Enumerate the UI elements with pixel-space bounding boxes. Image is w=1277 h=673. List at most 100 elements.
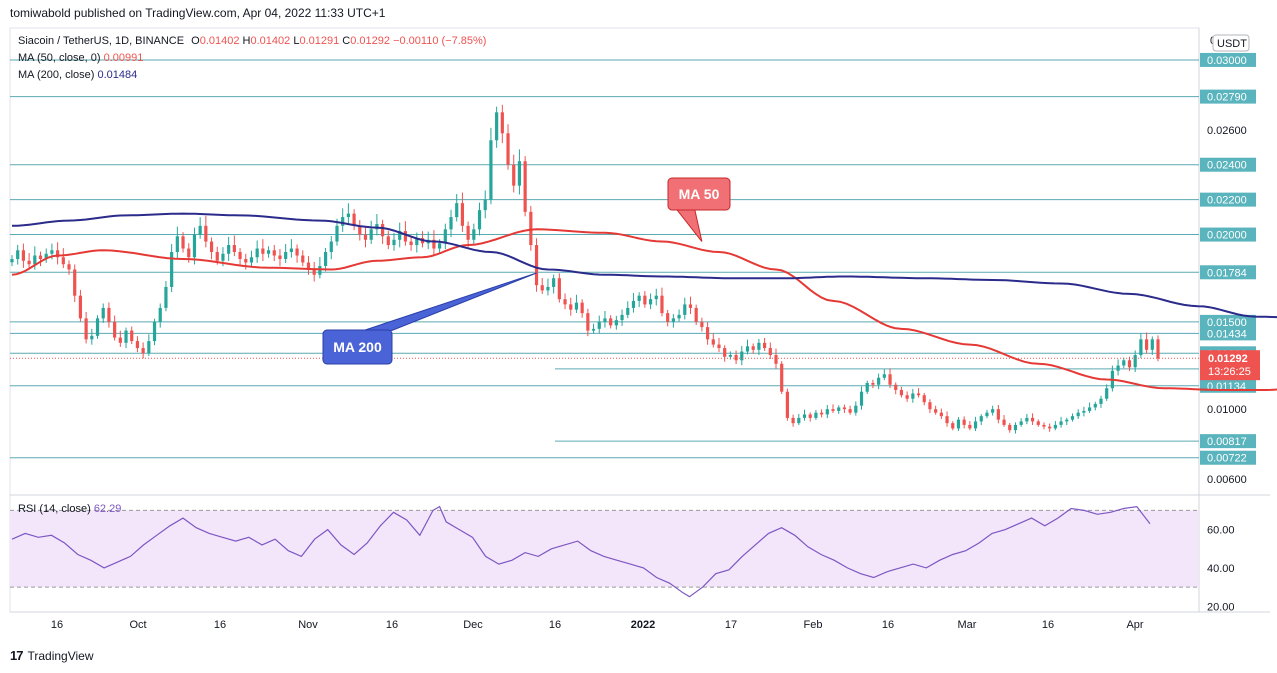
price-tick-label: 0.01784 bbox=[1207, 267, 1247, 279]
time-tick-label: Apr bbox=[1126, 619, 1143, 631]
candle-body bbox=[620, 314, 624, 321]
candle-body bbox=[705, 327, 710, 340]
candle-body bbox=[825, 409, 829, 415]
candle-body bbox=[968, 424, 972, 429]
candle-body bbox=[637, 295, 641, 301]
candle-body bbox=[534, 245, 539, 286]
candle-body bbox=[882, 374, 886, 378]
price-tag-bg bbox=[1200, 227, 1256, 242]
candle-body bbox=[546, 286, 550, 291]
candle-body bbox=[50, 250, 54, 254]
candle-body bbox=[951, 423, 955, 429]
candle-body bbox=[802, 414, 807, 418]
candle-body bbox=[113, 321, 117, 338]
candle-body bbox=[1042, 424, 1046, 427]
footer-brand[interactable]: 17 TradingView bbox=[10, 648, 94, 663]
candle-body bbox=[44, 253, 48, 260]
candle-body bbox=[164, 286, 168, 308]
candle-body bbox=[403, 231, 408, 242]
candle-body bbox=[814, 412, 818, 418]
ma50-line bbox=[11, 228, 1277, 391]
candle-body bbox=[888, 374, 892, 385]
change-value: −0.00110 (−7.85%) bbox=[393, 35, 487, 47]
candle-body bbox=[934, 409, 938, 413]
rsi-legend-label: RSI (14, close) bbox=[18, 503, 91, 515]
price-tag-bg bbox=[1200, 326, 1256, 341]
current-price-tag-bg bbox=[1200, 350, 1260, 381]
candle-body bbox=[854, 405, 858, 413]
candle-body bbox=[335, 225, 339, 242]
candle-body bbox=[700, 321, 704, 328]
candle-body bbox=[911, 393, 915, 399]
candle-body bbox=[517, 161, 522, 186]
candle-body bbox=[842, 407, 847, 410]
candle-body bbox=[130, 330, 134, 342]
candle-body bbox=[820, 412, 824, 415]
candle-body bbox=[135, 341, 140, 349]
countdown-tag: 13:26:25 bbox=[1208, 366, 1251, 378]
candle-body bbox=[209, 241, 214, 253]
candle-body bbox=[626, 307, 630, 315]
candle-body bbox=[540, 285, 544, 291]
ma200-legend[interactable]: MA (200, close) 0.01484 bbox=[18, 69, 137, 81]
candle-body bbox=[455, 203, 459, 218]
price-tag-bg bbox=[1200, 192, 1256, 207]
candle-body bbox=[574, 302, 579, 310]
rsi-legend[interactable]: RSI (14, close) 62.29 bbox=[18, 503, 121, 515]
close-value: 0.01292 bbox=[350, 35, 390, 47]
candle-body bbox=[318, 265, 322, 275]
ma50-legend[interactable]: MA (50, close, 0) 0.00991 bbox=[18, 52, 143, 64]
candle-body bbox=[1008, 424, 1012, 431]
candle-body bbox=[979, 416, 983, 422]
symbol-name[interactable]: Siacoin / TetherUS, 1D, BINANCE bbox=[18, 35, 185, 47]
candle-body bbox=[460, 203, 465, 226]
candle-body bbox=[278, 255, 282, 260]
rsi-tick-label: 40.00 bbox=[1207, 563, 1235, 575]
candle-body bbox=[831, 409, 835, 411]
price-tick-label: 0.00817 bbox=[1207, 436, 1247, 448]
candle-body bbox=[204, 225, 208, 242]
candle-body bbox=[358, 225, 362, 235]
price-tick-label: 0.01000 bbox=[1207, 404, 1247, 416]
candle-body bbox=[1070, 416, 1075, 420]
rsi-tick-label: 20.00 bbox=[1207, 601, 1235, 613]
time-tick-label: Nov bbox=[298, 619, 318, 631]
time-tick-label: 16 bbox=[1042, 619, 1054, 631]
candle-body bbox=[1087, 407, 1092, 411]
candle-body bbox=[734, 355, 738, 361]
low-value: 0.01291 bbox=[299, 35, 340, 47]
candle-body bbox=[654, 295, 658, 300]
candle-body bbox=[1065, 419, 1069, 422]
candle-body bbox=[500, 112, 504, 134]
candle-body bbox=[284, 252, 288, 260]
candle-body bbox=[170, 252, 174, 287]
candle-body bbox=[261, 248, 265, 254]
candle-body bbox=[1139, 339, 1143, 356]
candle-body bbox=[489, 140, 493, 200]
candle-body bbox=[985, 412, 989, 417]
candle-body bbox=[552, 278, 556, 287]
price-tick-label: 0.02400 bbox=[1207, 160, 1247, 172]
candle-body bbox=[671, 318, 675, 322]
candle-body bbox=[90, 335, 94, 340]
candle-body bbox=[1059, 421, 1063, 425]
candle-body bbox=[506, 133, 510, 165]
candle-body bbox=[181, 236, 185, 249]
candle-body bbox=[152, 321, 157, 342]
candle-body bbox=[723, 348, 727, 357]
candle-body bbox=[1036, 421, 1040, 425]
symbol-legend: Siacoin / TetherUS, 1D, BINANCE O0.01402… bbox=[18, 35, 486, 47]
currency-badge-box bbox=[1212, 34, 1250, 52]
candle-body bbox=[569, 304, 573, 310]
candle-body bbox=[1133, 355, 1137, 368]
candle-body bbox=[1156, 339, 1160, 359]
candle-body bbox=[1122, 360, 1126, 366]
price-tag-bg bbox=[1200, 157, 1256, 172]
price-tag-bg bbox=[1200, 314, 1256, 329]
candle-body bbox=[175, 236, 179, 253]
candle-body bbox=[67, 264, 71, 270]
ma50-callout-label: MA 50 bbox=[679, 186, 720, 202]
candle-body bbox=[523, 161, 527, 212]
candle-body bbox=[991, 409, 995, 413]
